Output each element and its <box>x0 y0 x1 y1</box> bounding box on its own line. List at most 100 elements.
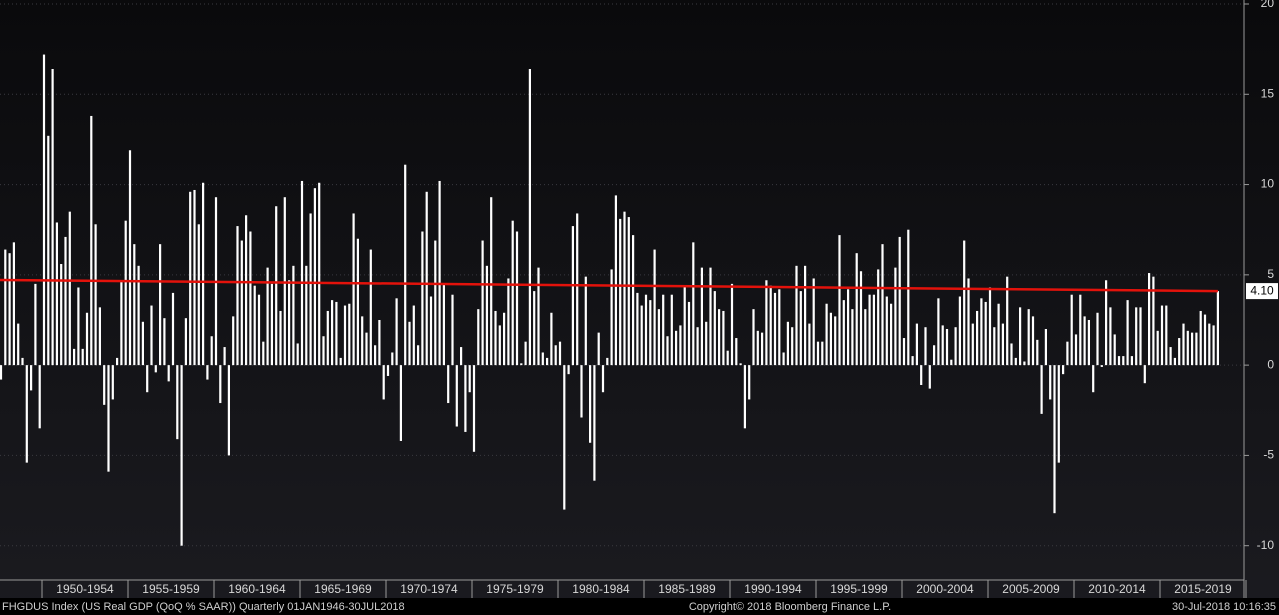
bar <box>1152 276 1155 366</box>
bar <box>283 197 286 366</box>
bar <box>601 365 605 393</box>
bar <box>842 300 845 366</box>
bar <box>47 135 50 366</box>
bar <box>1092 365 1095 393</box>
bar <box>8 253 11 366</box>
bar <box>920 365 923 385</box>
bar <box>296 343 299 366</box>
bar <box>1062 365 1065 375</box>
bar <box>464 365 467 432</box>
bar <box>584 276 587 366</box>
bar <box>60 264 63 366</box>
bar <box>356 238 359 366</box>
bar <box>12 242 15 366</box>
bar <box>533 291 536 366</box>
bar <box>417 345 420 366</box>
bar <box>339 357 342 366</box>
end-label: 4.10 <box>1250 283 1274 297</box>
bar <box>68 211 71 366</box>
bar <box>288 280 291 366</box>
bar <box>404 164 407 366</box>
y-tick-label: 10 <box>1261 177 1275 191</box>
bar <box>761 332 764 366</box>
bar <box>829 312 832 366</box>
bar <box>77 287 80 366</box>
bar <box>890 303 893 366</box>
bar <box>614 195 617 366</box>
x-tick-label: 1975-1979 <box>486 582 544 596</box>
x-tick-label: 1985-1989 <box>658 582 716 596</box>
bar <box>670 294 673 366</box>
x-tick-label: 2000-2004 <box>916 582 974 596</box>
bar <box>391 352 394 366</box>
bar <box>494 310 497 366</box>
footer-bar <box>0 598 1279 615</box>
bar <box>765 280 768 366</box>
bar <box>236 226 239 366</box>
x-tick-label: 1965-1969 <box>314 582 372 596</box>
bar <box>571 226 574 366</box>
bar <box>546 357 549 366</box>
bar <box>558 341 562 366</box>
bar <box>163 318 166 366</box>
bar <box>1208 323 1211 366</box>
bar <box>300 180 304 366</box>
bar <box>769 285 772 366</box>
y-tick-label: 5 <box>1267 267 1274 281</box>
bar <box>1023 361 1026 366</box>
bar <box>524 341 527 366</box>
bar <box>167 365 170 382</box>
bar <box>804 265 807 366</box>
bar <box>993 327 996 366</box>
bar <box>653 249 656 366</box>
y-tick-label: 20 <box>1261 0 1275 10</box>
bar <box>107 365 110 472</box>
bar <box>597 332 600 366</box>
bar <box>21 357 24 366</box>
bar <box>103 365 106 405</box>
bar <box>511 220 514 366</box>
bar <box>81 348 84 366</box>
bar <box>30 365 33 391</box>
bar <box>503 312 506 366</box>
bar <box>752 309 755 366</box>
bar <box>322 336 325 366</box>
bar <box>945 329 949 366</box>
bar <box>980 298 983 366</box>
x-tick-label: 1950-1954 <box>56 582 114 596</box>
bar <box>318 182 321 366</box>
bar <box>984 301 987 366</box>
bar <box>1178 338 1181 366</box>
bar <box>1057 365 1060 463</box>
bar <box>666 336 669 366</box>
bar <box>146 365 149 393</box>
bar <box>197 224 200 366</box>
bar <box>782 352 785 366</box>
bar <box>150 305 153 366</box>
bar <box>1031 316 1035 366</box>
bar <box>137 265 140 366</box>
bar <box>739 363 742 366</box>
bar <box>537 267 540 366</box>
bar <box>326 310 329 366</box>
bar <box>1053 365 1056 514</box>
bar <box>632 235 635 366</box>
overlay: 4.10 <box>0 278 1278 300</box>
bar <box>442 283 445 366</box>
bar <box>950 359 953 366</box>
bar <box>1001 323 1004 366</box>
bar <box>1006 276 1009 366</box>
bar <box>451 294 454 366</box>
bar <box>662 294 665 366</box>
bar <box>687 301 691 366</box>
bar <box>1216 291 1219 366</box>
bar <box>64 236 67 366</box>
bar <box>42 54 46 366</box>
bar <box>963 240 966 366</box>
bar <box>730 283 734 366</box>
bar <box>223 347 226 366</box>
bar <box>700 267 703 366</box>
bar <box>1160 305 1164 366</box>
bar <box>821 341 824 366</box>
bar <box>1105 280 1108 366</box>
